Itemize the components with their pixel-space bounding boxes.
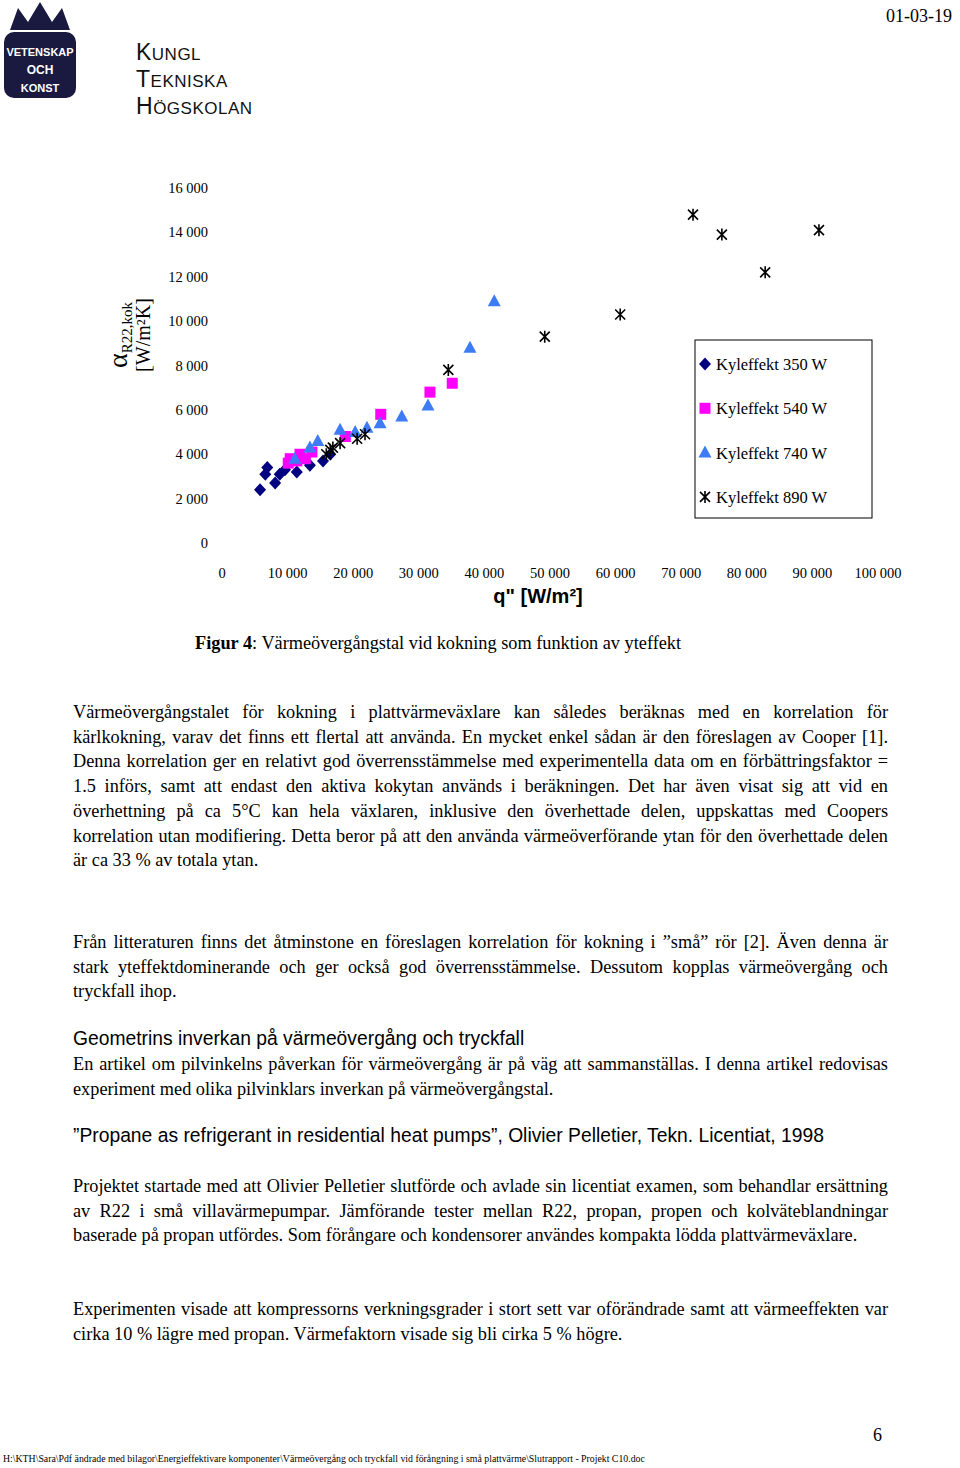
file-path: H:\KTH\Sara\Pdf ändrade med bilagor\Ener… [3,1453,645,1464]
paragraph: Experimenten visade att kompressorns ver… [73,1297,888,1346]
data-point [760,266,770,278]
y-tick-label: 12 000 [168,269,208,285]
seal-text: KONST [21,82,60,94]
institution-name-line: HÖGSKOLAN [136,94,253,121]
y-axis-unit: [W/m²K] [132,298,154,372]
data-point [311,434,324,446]
y-axis-label: αR22,kok [102,302,135,368]
caption-text: : Värmeövergångstal vid kokning som funk… [252,633,681,653]
x-tick-label: 70 000 [661,565,701,581]
data-point [261,461,273,474]
data-point [334,423,347,435]
data-point [463,341,476,353]
data-point [395,410,408,422]
legend-label: Kyleffekt 740 W [716,444,828,463]
x-tick-label: 30 000 [399,565,439,581]
x-tick-label: 100 000 [854,565,901,581]
seal-crown [10,2,70,30]
data-point [360,428,370,440]
chart: 0 2 000 4 000 6 000 8 000 10 000 12 000 14 000 1… [0,0,960,620]
caption-label: Figur 4 [195,633,252,653]
x-axis-label: q" [W/m²] [493,585,582,607]
x-tick-label: 50 000 [530,565,570,581]
data-point [717,229,727,241]
legend: Kyleffekt 350 W Kyleffekt 540 W Kyleffekt … [695,340,872,518]
x-tick-label: 80 000 [727,565,767,581]
x-tick-label: 40 000 [464,565,504,581]
data-point [335,437,345,449]
seal-text: OCH [27,63,54,77]
data-point [814,224,824,236]
date: 01-03-19 [886,6,952,27]
data-point [488,294,501,306]
paragraph: Från litteraturen finns det åtminstone e… [73,930,888,1004]
y-tick-label: 4 000 [175,446,208,462]
x-tick-label: 20 000 [333,565,373,581]
institution-name: KUNGLTEKNISKAHÖGSKOLAN [136,40,253,121]
legend-label: Kyleffekt 350 W [716,355,828,374]
legend-box [695,340,872,518]
x-tick-label: 10 000 [268,565,308,581]
y-tick-label: 2 000 [175,491,208,507]
legend-marker [700,491,710,503]
x-tick-label: 0 [218,565,225,581]
paragraph: Värmeövergångstalet för kokning i plattv… [73,700,888,873]
legend-marker [699,358,711,371]
data-point [374,416,387,428]
data-point [615,308,625,320]
page: { "header": { "seal": ["VETENSKAP", "OCH… [0,0,960,1468]
institution-name-line: TEKNISKA [136,67,253,94]
x-tick-label: 90 000 [792,565,832,581]
page-number: 6 [873,1425,882,1446]
legend-label: Kyleffekt 890 W [716,488,828,507]
y-tick-label: 6 000 [175,402,208,418]
y-tick-label: 10 000 [168,313,208,329]
y-tick-label: 14 000 [168,224,208,240]
series-2 [288,294,500,464]
figure-caption: Figur 4: Värmeövergångstal vid kokning s… [195,633,681,654]
data-point [688,209,698,221]
y-axis-label-symbol: α [102,353,133,368]
seal-text: VETENSKAP [6,46,73,58]
data-point [443,364,453,376]
data-point [540,331,550,343]
seal-shield [4,32,76,98]
data-point [447,378,458,389]
series-1 [283,378,458,469]
institution-name-line: KUNGL [136,40,253,67]
series-0 [254,448,336,497]
legend-marker [699,446,712,458]
legend-label: Kyleffekt 540 W [716,399,828,418]
paragraph: Projektet startade med att Olivier Pelle… [73,1174,888,1248]
section-heading: Geometrins inverkan på värmeövergång och… [73,1027,893,1052]
legend-marker [700,403,711,414]
data-point [254,483,266,496]
paragraph: En artikel om pilvinkelns påverkan för v… [73,1052,888,1101]
y-tick-label: 0 [201,535,208,551]
data-point [288,452,301,464]
data-point [421,398,434,410]
x-tick-label: 60 000 [596,565,636,581]
kth-seal: VETENSKAP OCH KONST [0,0,80,110]
y-tick-label: 16 000 [168,180,208,196]
data-point [424,387,435,398]
section-heading: ”Propane as refrigerant in residential h… [73,1124,893,1149]
y-tick-label: 8 000 [175,358,208,374]
